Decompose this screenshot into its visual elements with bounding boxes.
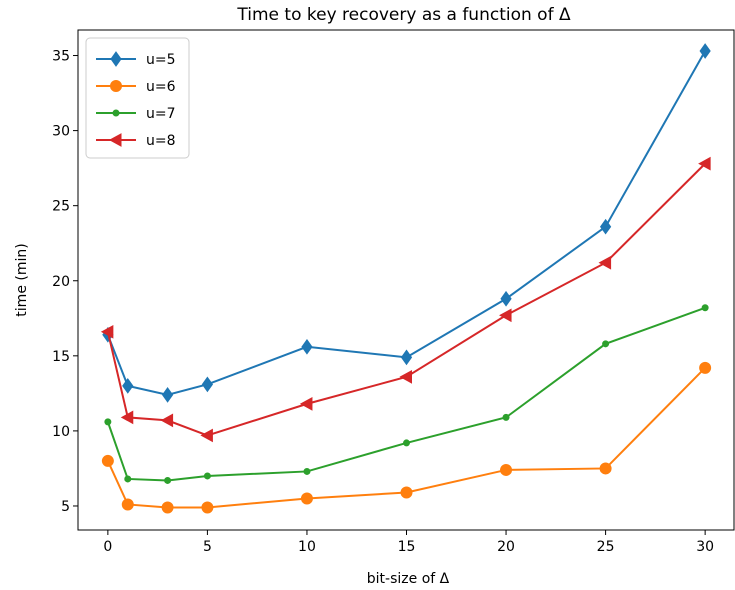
series-line xyxy=(106,50,707,396)
series-u=7 xyxy=(104,304,709,484)
series-line xyxy=(106,162,706,437)
data-point xyxy=(161,387,174,403)
data-point xyxy=(122,377,134,394)
data-point xyxy=(499,308,512,323)
data-point xyxy=(399,370,412,384)
y-tick-label: 10 xyxy=(52,424,70,440)
series-u=5 xyxy=(102,43,711,403)
plot-area: 0 5 10 15 20 25 30 5 10 15 20 25 30 35 xyxy=(52,29,735,555)
data-point xyxy=(121,498,134,511)
data-point xyxy=(104,418,112,426)
series-line xyxy=(106,306,706,482)
data-point xyxy=(100,324,114,339)
data-point xyxy=(500,463,513,476)
x-tick-label: 0 xyxy=(103,539,112,555)
data-point xyxy=(701,304,709,312)
legend-marker xyxy=(108,133,122,147)
data-point xyxy=(598,255,612,270)
data-point xyxy=(299,397,313,411)
y-axis-label: time (min) xyxy=(14,243,30,316)
data-point xyxy=(201,376,214,393)
data-point xyxy=(101,454,114,467)
x-tick-label: 30 xyxy=(696,539,714,555)
legend-marker xyxy=(112,109,120,117)
x-tick-label: 5 xyxy=(203,539,212,555)
legend: u=5 u=6 u=7 u=8 xyxy=(85,37,190,159)
data-point xyxy=(124,475,132,483)
data-point xyxy=(160,413,174,428)
data-point xyxy=(500,290,512,307)
legend-frame xyxy=(85,37,190,159)
y-tick-label: 30 xyxy=(52,124,70,140)
legend-marker xyxy=(110,80,122,92)
data-point xyxy=(602,340,610,348)
data-point xyxy=(502,413,510,421)
x-tick-label: 10 xyxy=(298,539,316,555)
y-tick-label: 15 xyxy=(52,349,70,365)
data-point xyxy=(300,492,313,505)
data-point xyxy=(698,156,711,171)
data-point xyxy=(164,476,172,484)
x-tick-label: 15 xyxy=(398,539,416,555)
data-point xyxy=(161,501,174,514)
data-point xyxy=(400,486,413,499)
data-point xyxy=(303,467,311,475)
y-tick-label: 20 xyxy=(52,274,70,290)
legend-label: u=7 xyxy=(146,106,176,122)
legend-marker xyxy=(110,51,122,67)
x-axis-label: bit-size of Δ xyxy=(367,571,450,587)
data-point xyxy=(120,410,134,425)
y-tick-label: 35 xyxy=(52,49,70,65)
series-u=8 xyxy=(100,156,711,443)
data-point xyxy=(203,472,211,480)
x-tick-label: 25 xyxy=(597,539,615,555)
x-tick-label: 20 xyxy=(497,539,515,555)
legend-label: u=6 xyxy=(146,79,176,95)
series-u=6 xyxy=(101,361,712,514)
data-point xyxy=(699,43,711,59)
data-point xyxy=(599,218,612,235)
data-point xyxy=(201,501,214,514)
y-tick-label: 5 xyxy=(61,499,70,515)
data-point xyxy=(301,338,313,355)
legend-label: u=5 xyxy=(146,52,176,68)
legend-label: u=8 xyxy=(146,133,176,149)
data-point xyxy=(200,428,213,443)
data-point xyxy=(400,349,413,366)
y-tick-label: 25 xyxy=(52,199,70,215)
data-point xyxy=(403,439,410,447)
data-point xyxy=(599,462,612,475)
data-point xyxy=(699,361,712,374)
chart-title: Time to key recovery as a function of Δ xyxy=(236,5,571,25)
